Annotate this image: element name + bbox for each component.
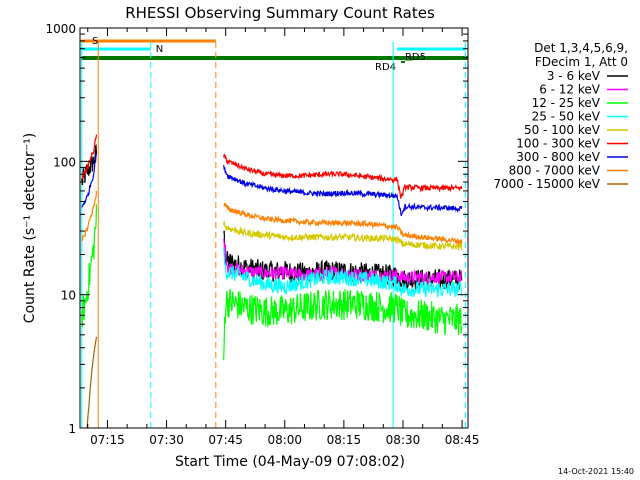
x-tick-label-0: 07:15 (90, 433, 125, 447)
series-line-6-segment-0 (81, 153, 98, 208)
y-tick-label-2: 100 (53, 155, 76, 169)
flags-layer: S N RD4 RD5 (81, 36, 468, 73)
series-line-8-segment-0 (86, 336, 98, 429)
legend-entry-label-3: 25 - 50 keV (532, 110, 601, 124)
legend-entry-label-5: 100 - 300 keV (516, 137, 600, 151)
x-axis-label: Start Time (04-May-09 07:08:02) (175, 454, 405, 470)
vlines-layer (81, 42, 466, 428)
series-line-2-segment-0 (81, 204, 98, 328)
series-layer (81, 134, 463, 429)
series-line-6-segment-1 (223, 165, 463, 217)
series-line-7-segment-0 (81, 190, 98, 242)
axes-layer: 07:15 07:30 07:45 08:00 08:15 08:30 08:45 1 10 10… (45, 22, 479, 447)
chart-title: RHESSI Observing Summary Count Rates (125, 4, 435, 22)
x-tick-label-1: 07:30 (149, 433, 184, 447)
legend-header-line-2: FDecim 1, Att 0 (535, 55, 628, 69)
series-line-2-segment-1 (223, 288, 463, 361)
legend-entry-label-0: 3 - 6 keV (547, 69, 601, 83)
legend-entry-label-4: 50 - 100 keV (524, 123, 601, 137)
flag-label-0: S (92, 36, 98, 47)
series-line-7-segment-1 (223, 202, 463, 246)
legend-entry-label-7: 800 - 7000 keV (509, 164, 601, 178)
y-tick-label-3: 1000 (45, 22, 76, 36)
y-tick-label-1: 10 (61, 289, 76, 303)
plot-frame (79, 27, 469, 429)
series-line-4-segment-0 (223, 220, 463, 252)
legend: Det 1,3,4,5,6,9, FDecim 1, Att 0 3 - 6 k… (493, 41, 628, 191)
x-tick-label-2: 07:45 (208, 433, 243, 447)
legend-entry-label-8: 7000 - 15000 keV (493, 177, 600, 191)
flag-label-1: N (156, 44, 163, 55)
legend-entry-label-2: 12 - 25 keV (532, 96, 601, 110)
x-tick-label-3: 08:00 (267, 433, 302, 447)
flag-label-5: RD5 (405, 52, 426, 63)
y-tick-label-0: 1 (68, 422, 76, 436)
series-line-3-segment-0 (223, 247, 463, 299)
y-axis-label: Count Rate (s⁻¹ detector⁻¹) (22, 133, 38, 323)
legend-entry-label-1: 6 - 12 keV (539, 83, 601, 97)
x-tick-label-5: 08:30 (386, 433, 421, 447)
flag-label-4: RD4 (375, 62, 396, 73)
generation-timestamp: 14-Oct-2021 15:40 (558, 467, 634, 476)
x-tick-label-4: 08:15 (327, 433, 362, 447)
legend-entry-label-6: 300 - 800 keV (516, 150, 600, 164)
x-tick-label-6: 08:45 (445, 433, 480, 447)
series-line-5-segment-1 (223, 153, 463, 199)
legend-header-line-1: Det 1,3,4,5,6,9, (534, 41, 628, 55)
